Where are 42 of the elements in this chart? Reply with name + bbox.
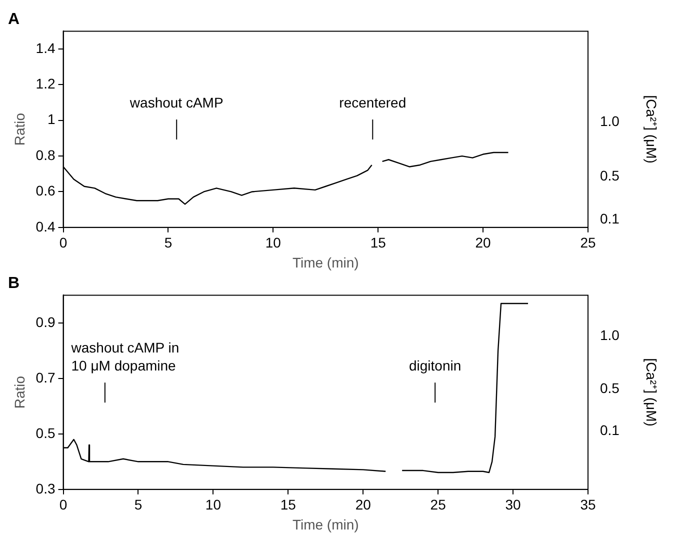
ref-line-label: digitonin — [409, 358, 462, 374]
y2-tick-label: 1.0 — [600, 327, 620, 344]
x-axis-title: Time (min) — [292, 254, 359, 270]
x-tick-label: 0 — [59, 234, 68, 251]
y-tick-label: 0.8 — [36, 146, 56, 163]
y-axis-title: Ratio — [11, 112, 28, 146]
ref-line-label: washout cAMP in 10 μM dopamine — [70, 340, 180, 374]
x-tick-label: 15 — [280, 496, 296, 513]
y-tick-label: 0.5 — [36, 424, 56, 441]
y-axis-title: Ratio — [11, 376, 28, 409]
x-tick-label: 25 — [580, 234, 596, 251]
chart-title: A — [8, 11, 20, 28]
x-tick-label: 35 — [580, 496, 596, 513]
y-tick-label: 0.3 — [36, 480, 56, 496]
y-tick-label: 0.7 — [36, 369, 56, 386]
x-tick-label: 5 — [164, 234, 172, 251]
x-axis-title: Time (min) — [292, 516, 359, 532]
chart-title: B — [8, 275, 20, 292]
y-tick-label: 1.2 — [36, 76, 56, 92]
y2-axis-title: [Ca²⁺] (μM) — [644, 358, 660, 426]
x-tick-label: 20 — [475, 234, 492, 251]
x-tick-label: 0 — [59, 496, 68, 513]
y2-tick-label: 0.5 — [600, 380, 620, 396]
x-tick-label: 15 — [370, 234, 386, 251]
y-tick-label: 0.6 — [36, 182, 56, 199]
x-tick-label: 10 — [205, 496, 222, 513]
x-tick-label: 5 — [134, 496, 142, 513]
y2-axis-title: [Ca²⁺] (μM) — [644, 95, 660, 164]
y2-tick-label: 1.0 — [600, 113, 620, 130]
ref-line-label: recentered — [339, 94, 406, 110]
ref-line-label: washout cAMP — [128, 94, 224, 110]
x-tick-label: 30 — [505, 496, 522, 513]
x-tick-label: 25 — [430, 496, 446, 513]
y-tick-label: 0.9 — [36, 314, 56, 330]
y2-tick-label: 0.5 — [600, 167, 620, 184]
x-tick-label: 20 — [355, 496, 372, 513]
y2-tick-label: 0.1 — [600, 210, 620, 227]
y-tick-label: 1 — [47, 111, 56, 128]
x-tick-label: 10 — [265, 234, 282, 251]
y-tick-label: 0.4 — [36, 218, 56, 234]
y-tick-label: 1.4 — [36, 40, 56, 56]
y2-tick-label: 0.1 — [600, 422, 620, 438]
